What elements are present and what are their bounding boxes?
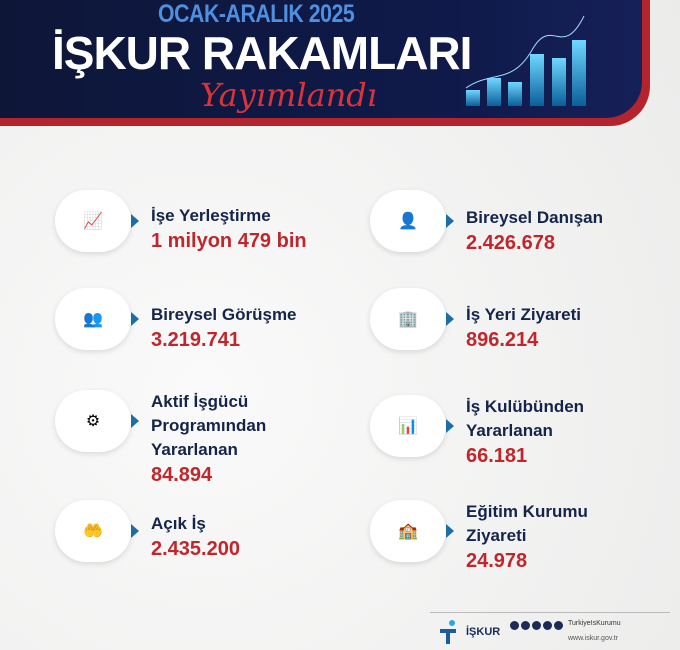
stat-label: Aktif İşgücü Programından Yararlanan xyxy=(151,392,267,459)
hand-chart-icon: 🤲 xyxy=(55,500,139,562)
consultant-laptop-icon: 👤 xyxy=(370,190,454,252)
period-label: OCAK-ARALIK 2025 xyxy=(158,0,355,28)
stat-label: Bireysel Görüşme xyxy=(151,305,297,324)
stat-bireysel-gorusme: 👥 Bireysel Görüşme 3.219.741 xyxy=(55,288,297,353)
cycle-gear-icon: ⚙ xyxy=(55,390,139,452)
footer-divider xyxy=(430,612,670,613)
stat-value: 66.181 xyxy=(466,445,528,467)
stat-label: İş Yeri Ziyareti xyxy=(466,305,581,324)
stat-label: İşe Yerleştirme xyxy=(151,206,271,225)
stat-aktif-isgucu: ⚙ Aktif İşgücü Programından Yararlanan 84… xyxy=(55,390,301,488)
stat-bireysel-danisan: 👤 Bireysel Danışan 2.426.678 xyxy=(370,190,603,256)
school-building-people-icon: 🏫 xyxy=(370,500,454,562)
x-icon[interactable] xyxy=(543,621,552,630)
header-banner: OCAK-ARALIK 2025 İŞKUR RAKAMLARI Yayımla… xyxy=(0,0,650,126)
bar-chart-decoration-icon xyxy=(465,15,586,106)
logo-text: İŞKUR xyxy=(466,626,501,638)
website-link[interactable]: www.iskur.gov.tr xyxy=(568,635,619,642)
youtube-icon[interactable] xyxy=(554,621,563,630)
iskur-logo: İŞKUR xyxy=(440,620,500,644)
stat-acik-is: 🤲 Açık İş 2.435.200 xyxy=(55,500,240,562)
meeting-table-icon: 👥 xyxy=(55,288,139,350)
stat-value: 896.214 xyxy=(466,329,539,351)
stat-value: 3.219.741 xyxy=(151,329,240,351)
presentation-audience-icon: 📊 xyxy=(370,395,454,457)
social-handle: TurkiyeIsKurumu xyxy=(568,620,621,627)
stat-egitim-kurumu: 🏫 Eğitim Kurumu Ziyareti 24.978 xyxy=(370,500,606,574)
stat-ise-yerlestirme: 📈 İşe Yerleştirme 1 milyon 479 bin xyxy=(55,190,307,254)
stat-value: 1 milyon 479 bin xyxy=(151,230,307,252)
stat-label: Eğitim Kurumu Ziyareti xyxy=(466,502,588,545)
buildings-icon: 🏢 xyxy=(370,288,454,350)
stat-value: 2.426.678 xyxy=(466,232,555,254)
growth-chart-gear-icon: 📈 xyxy=(55,190,139,252)
instagram-icon[interactable] xyxy=(521,621,530,630)
stat-label: İş Kulübünden Yararlanan xyxy=(466,397,585,440)
page-title: İŞKUR RAKAMLARI xyxy=(52,27,472,79)
facebook-icon[interactable] xyxy=(510,621,519,630)
stat-value: 24.978 xyxy=(466,550,528,572)
stat-value: 84.894 xyxy=(151,464,213,486)
linkedin-icon[interactable] xyxy=(532,621,541,630)
stat-is-yeri-ziyareti: 🏢 İş Yeri Ziyareti 896.214 xyxy=(370,288,581,353)
stat-label: Bireysel Danışan xyxy=(466,208,604,227)
social-icons xyxy=(510,621,563,630)
stat-label: Açık İş xyxy=(151,514,206,533)
published-script: Yayımlandı xyxy=(200,76,378,114)
stat-is-kulubu: 📊 İş Kulübünden Yararlanan 66.181 xyxy=(370,395,606,469)
stat-value: 2.435.200 xyxy=(151,538,240,560)
iskur-logo-icon xyxy=(440,620,456,644)
